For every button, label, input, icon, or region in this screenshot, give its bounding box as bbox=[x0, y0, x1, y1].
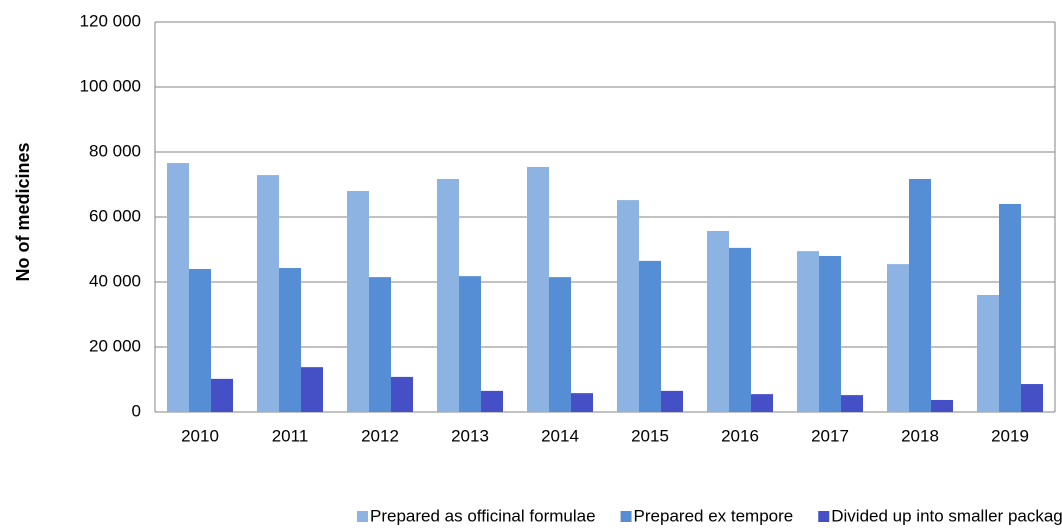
bar bbox=[1021, 384, 1043, 412]
x-tick-label: 2017 bbox=[811, 426, 849, 445]
x-tick-label: 2018 bbox=[901, 426, 939, 445]
legend-label: Prepared as officinal formulae bbox=[370, 506, 596, 525]
y-tick-label: 120 000 bbox=[80, 11, 141, 30]
bar bbox=[301, 367, 323, 412]
bar bbox=[931, 399, 953, 412]
bar bbox=[841, 395, 863, 412]
legend-swatch bbox=[620, 511, 632, 522]
legend-swatch bbox=[818, 511, 830, 522]
bar bbox=[707, 230, 729, 412]
legend-label: Divided up into smaller packages bbox=[831, 506, 1062, 525]
bar bbox=[549, 277, 571, 412]
bar bbox=[909, 178, 931, 412]
y-tick-label: 80 000 bbox=[89, 141, 141, 160]
bar bbox=[347, 191, 369, 412]
bar bbox=[729, 247, 751, 412]
bar bbox=[819, 256, 841, 412]
legend-swatch bbox=[357, 511, 368, 522]
bar bbox=[167, 163, 189, 412]
bar bbox=[571, 393, 593, 412]
x-tick-label: 2015 bbox=[631, 426, 669, 445]
bar bbox=[661, 390, 683, 412]
bar bbox=[257, 175, 279, 412]
legend-label: Prepared ex tempore bbox=[634, 506, 794, 525]
bar bbox=[977, 295, 999, 412]
bar bbox=[527, 166, 549, 412]
bar bbox=[617, 200, 639, 412]
y-tick-label: 60 000 bbox=[89, 206, 141, 225]
bar bbox=[391, 376, 413, 412]
y-axis-label: No of medicines bbox=[13, 142, 33, 281]
bar bbox=[437, 178, 459, 412]
x-tick-label: 2014 bbox=[541, 426, 579, 445]
bar bbox=[797, 251, 819, 412]
y-tick-label: 0 bbox=[132, 401, 141, 420]
bar bbox=[189, 269, 211, 412]
bar bbox=[211, 378, 233, 412]
bar bbox=[639, 260, 661, 412]
bar bbox=[369, 277, 391, 412]
x-tick-label: 2010 bbox=[181, 426, 219, 445]
y-tick-label: 40 000 bbox=[89, 271, 141, 290]
bar bbox=[887, 264, 909, 412]
bar bbox=[751, 394, 773, 412]
y-tick-label: 100 000 bbox=[80, 76, 141, 95]
bar bbox=[481, 390, 503, 412]
bar bbox=[999, 204, 1021, 412]
bar bbox=[279, 268, 301, 412]
bar bbox=[459, 276, 481, 412]
x-tick-label: 2019 bbox=[991, 426, 1029, 445]
x-tick-label: 2011 bbox=[272, 426, 309, 445]
x-tick-label: 2016 bbox=[721, 426, 759, 445]
x-tick-label: 2012 bbox=[361, 426, 399, 445]
x-tick-label: 2013 bbox=[451, 426, 489, 445]
y-tick-label: 20 000 bbox=[89, 336, 141, 355]
